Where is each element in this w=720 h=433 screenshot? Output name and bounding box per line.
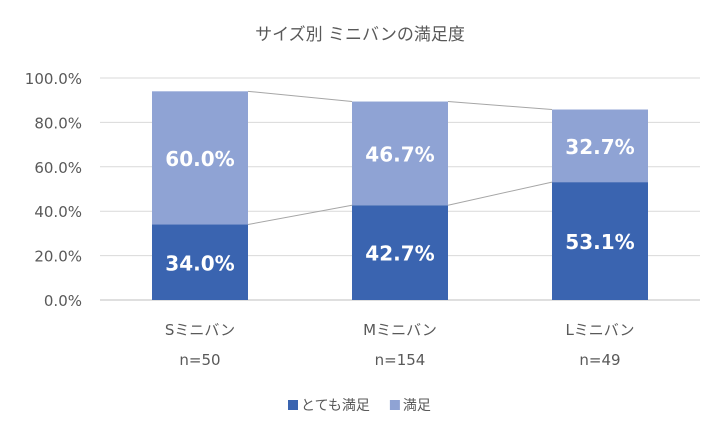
x-axis-labels: Sミニバン n=50 Mミニバン n=154 Lミニバン n=49 xyxy=(165,321,635,369)
data-label: 46.7% xyxy=(365,142,434,166)
series-line-1 xyxy=(247,204,353,226)
legend: とても満足 満足 xyxy=(288,398,431,414)
bar-segment xyxy=(352,101,448,206)
y-tick-label: 80.0% xyxy=(34,114,82,132)
x-category-label: Mミニバン xyxy=(363,321,437,339)
y-tick-label: 100.0% xyxy=(25,70,82,88)
series-line-2 xyxy=(447,101,553,111)
data-label: 42.7% xyxy=(365,242,434,266)
legend-label: 満足 xyxy=(403,398,431,414)
y-tick-label: 0.0% xyxy=(44,292,82,310)
legend-label: とても満足 xyxy=(301,398,370,414)
data-label: 53.1% xyxy=(565,230,634,254)
x-category-label: Lミニバン xyxy=(565,321,634,339)
data-label: 32.7% xyxy=(565,135,634,159)
data-label: 34.0% xyxy=(165,251,234,275)
y-tick-label: 60.0% xyxy=(34,159,82,177)
bar-segment xyxy=(552,109,648,183)
x-category-label: Sミニバン xyxy=(165,321,235,339)
sample-size-label: n=154 xyxy=(375,351,426,369)
chart-title: サイズ別 ミニバンの満足度 xyxy=(255,25,465,45)
bars: 34.0% 42.7% 53.1% 60.0% 46.7% 32.7% xyxy=(152,91,648,300)
sample-size-label: n=50 xyxy=(179,351,220,369)
bar-segment xyxy=(352,205,448,300)
legend-swatch xyxy=(389,400,400,410)
series-line-2 xyxy=(247,90,353,103)
sample-size-label: n=49 xyxy=(579,351,620,369)
y-axis-ticks: 0.0% 20.0% 40.0% 60.0% 80.0% 100.0% xyxy=(25,70,82,310)
data-label: 60.0% xyxy=(165,147,234,171)
bar-segment xyxy=(152,91,248,225)
y-tick-label: 20.0% xyxy=(34,248,82,266)
bar-segment xyxy=(552,182,648,300)
bar-segment xyxy=(152,224,248,300)
series-line-1 xyxy=(447,181,553,206)
legend-swatch xyxy=(288,400,298,410)
y-tick-label: 40.0% xyxy=(34,203,82,221)
series-connector-lines xyxy=(247,90,553,226)
